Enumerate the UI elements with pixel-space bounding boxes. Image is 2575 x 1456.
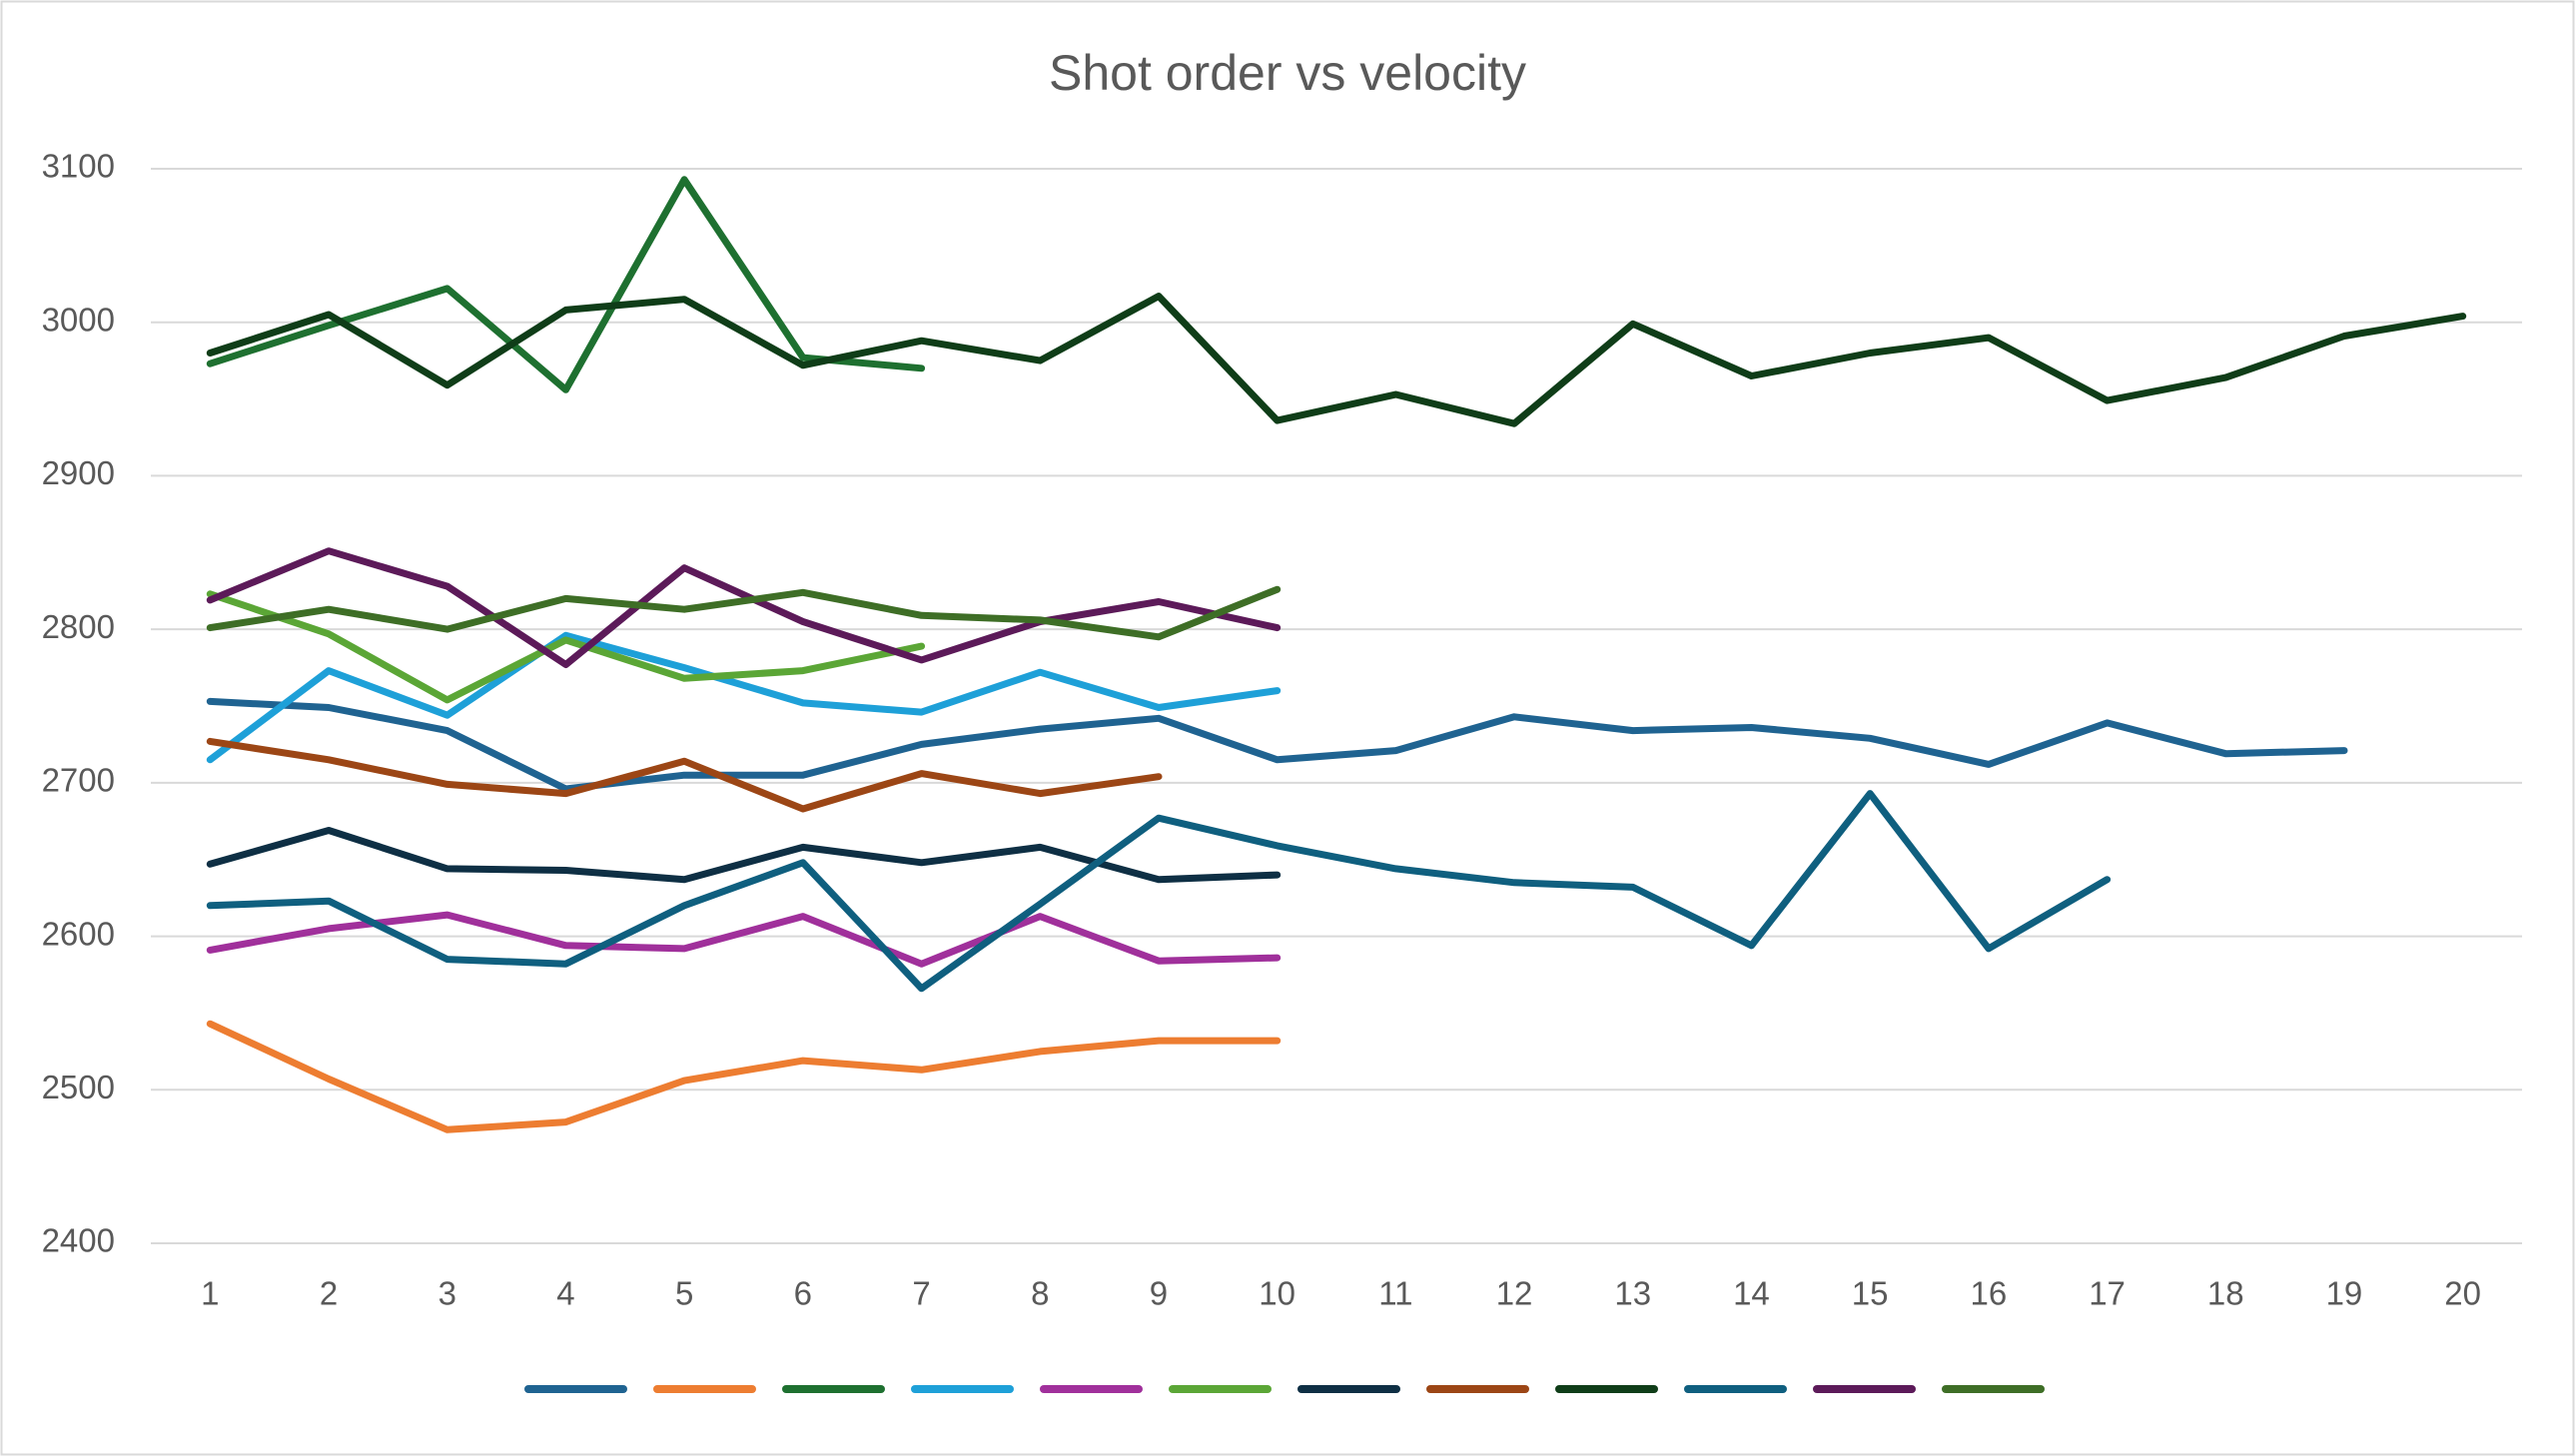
series-line xyxy=(206,585,1282,641)
x-tick-label: 16 xyxy=(1970,1275,2007,1312)
x-tick-label: 5 xyxy=(675,1275,693,1312)
x-tick-label: 7 xyxy=(912,1275,930,1312)
series-line xyxy=(206,176,926,393)
series-line xyxy=(206,547,1282,668)
y-tick-label: 2400 xyxy=(42,1222,115,1259)
y-tick-label: 3000 xyxy=(42,301,115,338)
x-tick-label: 4 xyxy=(556,1275,574,1312)
series-line xyxy=(206,790,2112,993)
y-tick-label: 2500 xyxy=(42,1069,115,1105)
series-line xyxy=(206,911,1282,968)
x-tick-label: 9 xyxy=(1150,1275,1168,1312)
x-tick-label: 14 xyxy=(1733,1275,1770,1312)
x-tick-label: 13 xyxy=(1614,1275,1651,1312)
series-line xyxy=(206,631,1282,764)
x-tick-label: 3 xyxy=(438,1275,456,1312)
x-tick-label: 17 xyxy=(2089,1275,2126,1312)
series-line xyxy=(206,737,1163,813)
x-tick-label: 1 xyxy=(201,1275,219,1312)
series-line xyxy=(206,697,2348,793)
y-tick-label: 2900 xyxy=(42,454,115,491)
x-tick-label: 19 xyxy=(2326,1275,2363,1312)
x-tick-label: 18 xyxy=(2207,1275,2244,1312)
x-tick-label: 2 xyxy=(320,1275,338,1312)
y-tick-label: 2600 xyxy=(42,915,115,952)
series-line xyxy=(206,293,2467,427)
x-tick-label: 12 xyxy=(1496,1275,1533,1312)
x-tick-label: 6 xyxy=(794,1275,812,1312)
x-tick-label: 20 xyxy=(2444,1275,2481,1312)
x-tick-label: 8 xyxy=(1031,1275,1049,1312)
y-tick-label: 2800 xyxy=(42,608,115,645)
chart-title: Shot order vs velocity xyxy=(1049,45,1526,101)
x-tick-label: 11 xyxy=(1378,1275,1412,1312)
x-tick-label: 15 xyxy=(1852,1275,1889,1312)
series-line xyxy=(206,590,926,704)
x-tick-label: 10 xyxy=(1259,1275,1295,1312)
y-tick-label: 3100 xyxy=(42,148,115,185)
y-tick-label: 2700 xyxy=(42,762,115,799)
series-line xyxy=(206,1020,1282,1133)
